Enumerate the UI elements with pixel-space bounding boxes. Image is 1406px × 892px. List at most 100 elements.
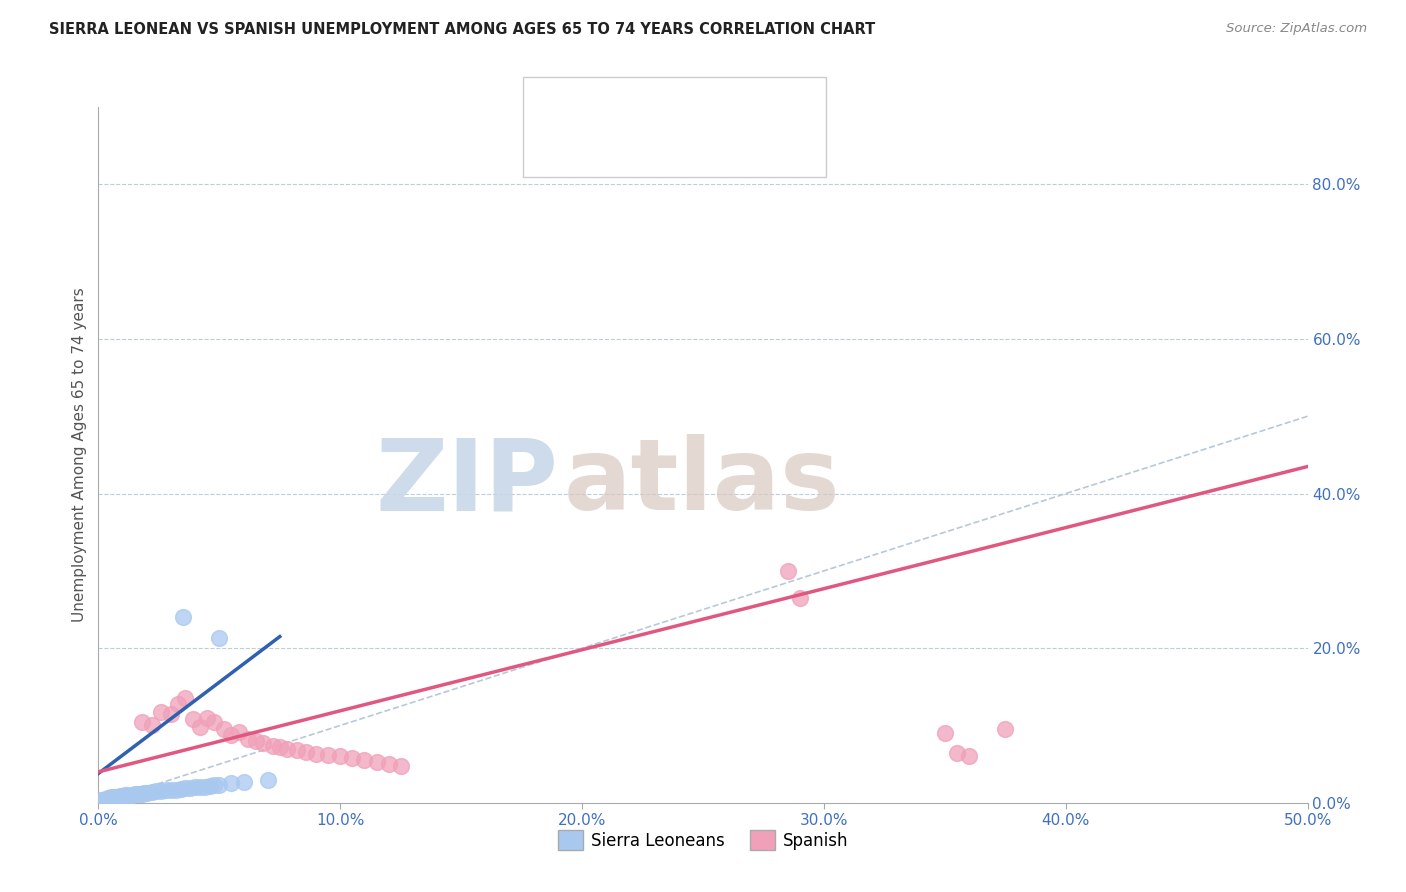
Point: [212, 723, 235, 737]
Point: [276, 741, 298, 756]
Point: [128, 787, 150, 801]
Point: [208, 778, 231, 792]
Point: [117, 788, 139, 802]
Point: [124, 787, 146, 801]
Point: [107, 789, 129, 804]
Point: [167, 697, 190, 711]
Text: Source: ZipAtlas.com: Source: ZipAtlas.com: [1226, 22, 1367, 36]
Point: [188, 780, 211, 794]
Point: [141, 785, 163, 799]
Point: [232, 775, 254, 789]
Point: [150, 705, 173, 719]
Point: [104, 791, 127, 805]
Point: [108, 790, 131, 805]
Point: [111, 790, 134, 805]
Point: [256, 772, 278, 787]
Point: [135, 786, 157, 800]
Point: [946, 746, 969, 760]
Point: [789, 591, 811, 605]
Point: [174, 691, 197, 706]
Point: [155, 783, 177, 797]
Point: [111, 789, 134, 803]
Text: ZIP: ZIP: [375, 434, 558, 532]
Point: [208, 631, 231, 645]
Point: [172, 610, 194, 624]
Legend: Sierra Leoneans, Spanish: Sierra Leoneans, Spanish: [551, 823, 855, 857]
Point: [145, 784, 167, 798]
FancyBboxPatch shape: [533, 133, 564, 170]
Text: N =: N =: [706, 143, 742, 161]
Text: 0.611: 0.611: [616, 95, 673, 112]
Point: [353, 753, 375, 767]
Text: R =: R =: [576, 143, 612, 161]
Point: [179, 781, 201, 796]
Y-axis label: Unemployment Among Ages 65 to 74 years: Unemployment Among Ages 65 to 74 years: [72, 287, 87, 623]
Point: [117, 789, 139, 804]
Point: [150, 784, 173, 798]
Point: [221, 776, 243, 790]
Point: [245, 734, 267, 748]
Point: [252, 736, 274, 750]
Point: [957, 749, 980, 764]
Point: [165, 782, 187, 797]
Point: [160, 706, 183, 721]
Text: 0.558: 0.558: [616, 143, 673, 161]
Point: [101, 792, 124, 806]
Point: [295, 745, 318, 759]
Point: [118, 789, 141, 803]
Text: 50: 50: [749, 95, 775, 112]
Point: [127, 787, 149, 801]
Point: [160, 782, 183, 797]
Point: [204, 778, 226, 792]
FancyBboxPatch shape: [523, 77, 827, 178]
Point: [377, 757, 399, 772]
Point: [90, 793, 112, 807]
Point: [104, 789, 127, 804]
Point: [108, 789, 131, 803]
Point: [994, 723, 1017, 737]
Text: 35: 35: [749, 143, 775, 161]
Point: [134, 786, 156, 800]
Point: [131, 787, 153, 801]
Point: [316, 747, 339, 762]
Point: [204, 714, 226, 729]
Text: R =: R =: [576, 95, 612, 112]
Point: [174, 781, 197, 796]
Point: [101, 790, 124, 805]
Point: [285, 743, 308, 757]
Point: [131, 714, 153, 729]
Point: [305, 747, 328, 761]
Point: [114, 789, 136, 804]
FancyBboxPatch shape: [533, 85, 564, 122]
Point: [269, 740, 291, 755]
Point: [194, 780, 217, 794]
Point: [91, 793, 114, 807]
Point: [262, 739, 284, 753]
Point: [934, 726, 956, 740]
Point: [776, 564, 799, 578]
Point: [198, 779, 221, 793]
Point: [389, 758, 412, 772]
Point: [141, 718, 163, 732]
Text: SIERRA LEONEAN VS SPANISH UNEMPLOYMENT AMONG AGES 65 TO 74 YEARS CORRELATION CHA: SIERRA LEONEAN VS SPANISH UNEMPLOYMENT A…: [49, 22, 876, 37]
Point: [238, 732, 260, 747]
Point: [107, 791, 129, 805]
Point: [221, 728, 243, 742]
Point: [97, 793, 120, 807]
Text: N =: N =: [706, 95, 742, 112]
Text: atlas: atlas: [564, 434, 841, 532]
Point: [114, 788, 136, 802]
Point: [366, 755, 388, 769]
Point: [181, 712, 204, 726]
Point: [195, 711, 218, 725]
Point: [94, 792, 117, 806]
Point: [342, 751, 364, 765]
Point: [121, 788, 143, 802]
Point: [228, 724, 250, 739]
Point: [184, 780, 207, 795]
Point: [100, 790, 122, 805]
Point: [188, 720, 211, 734]
Point: [329, 749, 352, 764]
Point: [97, 791, 120, 805]
Point: [100, 792, 122, 806]
